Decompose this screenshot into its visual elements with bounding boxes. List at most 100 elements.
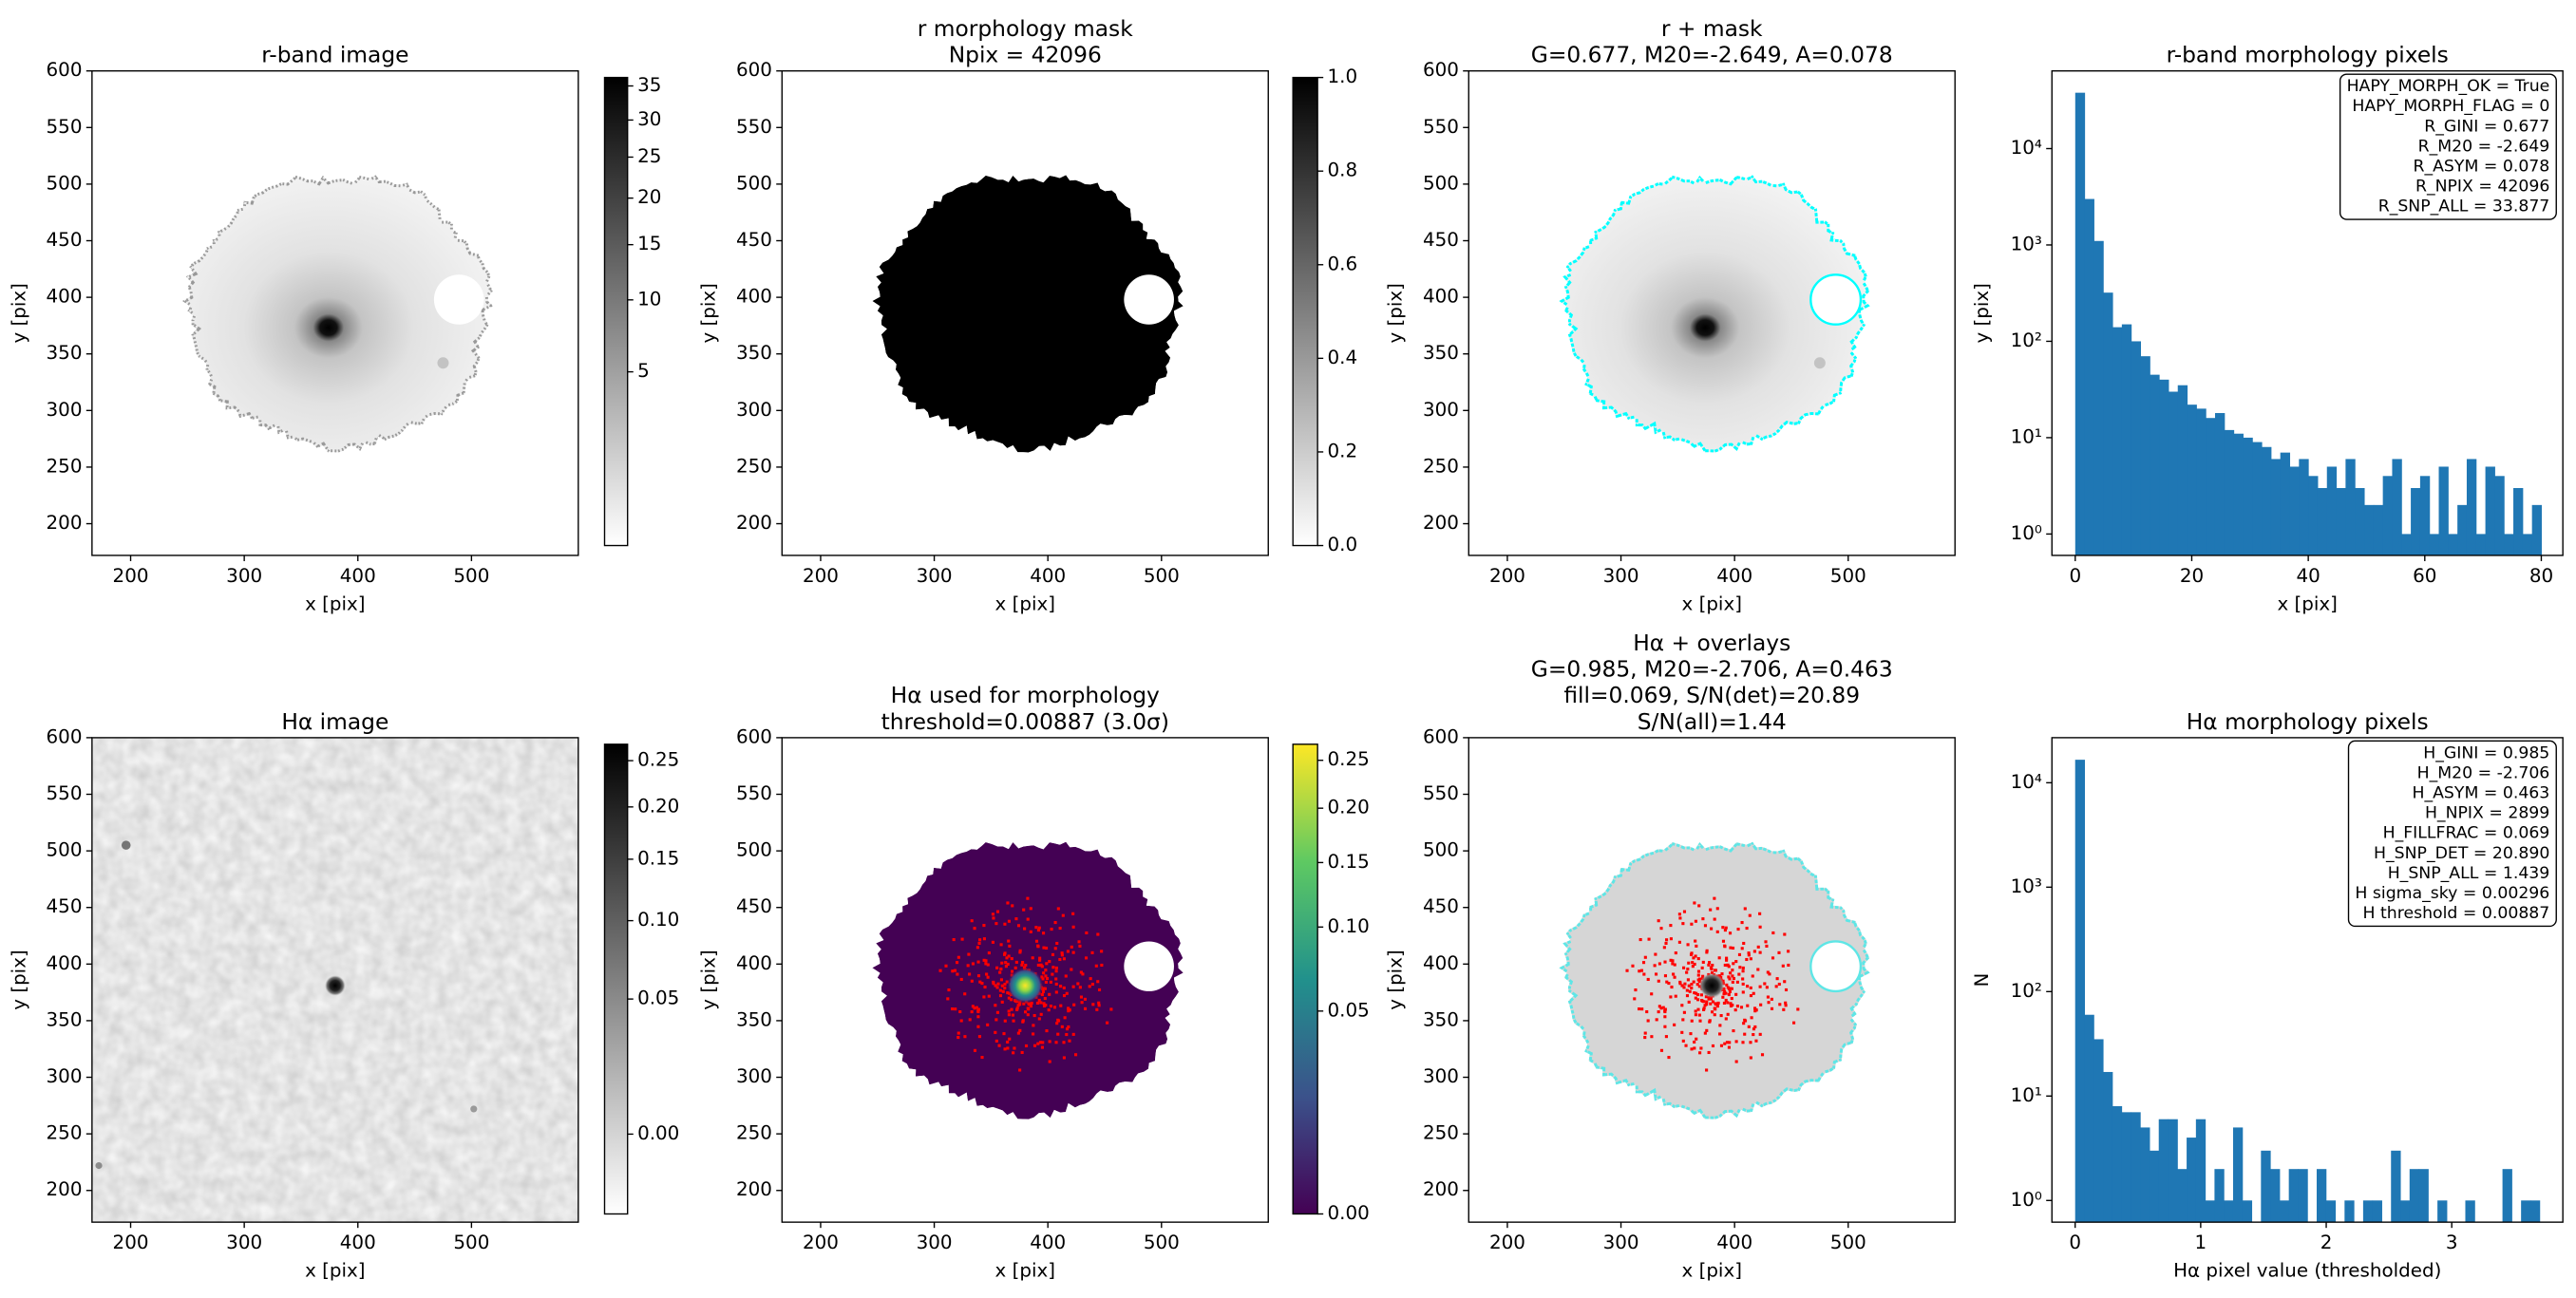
y-tick-label: 10⁰ — [2011, 522, 2042, 544]
detected-pixel — [980, 982, 984, 986]
x-axis-label: x [pix] — [995, 1260, 1056, 1282]
detected-pixel — [1027, 1003, 1032, 1006]
y-tick-label: 550 — [1423, 116, 1459, 138]
detected-pixel — [987, 994, 991, 998]
panel-title: fill=0.069, S/N(det)=20.89 — [1563, 682, 1860, 708]
y-tick-label: 350 — [1423, 1008, 1459, 1030]
histogram-bar — [2149, 1150, 2160, 1223]
detected-pixel — [1077, 940, 1081, 944]
histogram-bar — [2243, 437, 2253, 555]
detected-pixel — [1006, 962, 1010, 967]
panel-title: Npix = 42096 — [949, 42, 1102, 68]
detected-pixel — [1049, 1005, 1052, 1008]
detected-pixel — [1663, 1009, 1667, 1014]
detected-pixel — [1698, 1051, 1702, 1055]
x-tick-label: 200 — [113, 1232, 149, 1253]
detected-pixel — [1684, 1044, 1688, 1047]
detected-pixel — [1037, 1017, 1041, 1021]
detected-pixel — [1063, 1016, 1067, 1020]
detected-pixel — [1694, 996, 1697, 1000]
histogram-bar — [2224, 429, 2235, 555]
histogram-bar — [2177, 385, 2188, 555]
detected-pixel — [1096, 932, 1100, 936]
axes-frame — [1468, 69, 1956, 556]
y-tick-label: 200 — [47, 512, 83, 534]
detected-pixel — [977, 1035, 981, 1039]
source — [121, 840, 131, 850]
x-axis-label: x [pix] — [995, 593, 1056, 614]
colorbar-tick-label: 25 — [637, 145, 661, 167]
detected-pixel — [1673, 963, 1676, 967]
detected-pixel — [1014, 917, 1018, 921]
image-area — [782, 70, 1269, 555]
detected-pixel — [1724, 991, 1728, 995]
histogram-bar — [2242, 1200, 2253, 1223]
detected-pixel — [1010, 957, 1013, 961]
detected-pixel — [957, 1036, 960, 1040]
colorbar-tick-label: 0.15 — [637, 847, 679, 869]
detected-pixel — [1040, 965, 1044, 969]
detected-pixel — [1742, 1022, 1746, 1025]
detected-pixel — [1705, 1028, 1709, 1032]
colorbar-tick-label: 20 — [637, 186, 661, 208]
detected-pixel — [1686, 968, 1690, 971]
detected-pixel — [1051, 966, 1055, 969]
detected-pixel — [1756, 968, 1760, 971]
detected-pixel — [1062, 994, 1067, 998]
y-tick-label: 300 — [1423, 1065, 1459, 1087]
detected-pixel — [1681, 1039, 1685, 1043]
colorbar-tick-label: 0.15 — [1328, 851, 1370, 873]
detected-pixel — [978, 938, 982, 942]
x-axis-label: x [pix] — [1681, 593, 1742, 614]
detected-pixel — [1734, 960, 1738, 964]
detected-pixel — [1058, 957, 1062, 962]
detected-pixel — [1693, 901, 1696, 905]
detected-pixel — [1657, 979, 1660, 983]
histogram-bar — [2437, 1200, 2448, 1223]
detected-pixel — [1749, 986, 1752, 989]
y-tick-label: 450 — [736, 895, 772, 917]
detected-pixel — [1741, 982, 1745, 986]
stats-line: H_SNP_DET = 20.890 — [2374, 844, 2549, 863]
detected-pixel — [1696, 957, 1700, 961]
detected-pixel — [1084, 956, 1089, 960]
detected-pixel — [1682, 1010, 1686, 1014]
detected-pixel — [956, 972, 959, 976]
histogram-bar — [2308, 476, 2319, 555]
detected-pixel — [1042, 971, 1046, 975]
detected-pixel — [1646, 1019, 1650, 1023]
y-tick-label: 400 — [736, 286, 772, 308]
histogram-bar — [2214, 1169, 2225, 1223]
detected-pixel — [1753, 1006, 1757, 1010]
histogram-bar — [2485, 466, 2495, 555]
detected-pixel — [976, 974, 981, 978]
detected-pixel — [1053, 947, 1057, 950]
detected-pixel — [1713, 1013, 1716, 1017]
histogram-bar — [2093, 1039, 2104, 1223]
detected-pixel — [1700, 966, 1704, 969]
detected-pixel — [1721, 926, 1725, 930]
detected-pixel — [1707, 961, 1712, 965]
detected-pixel — [1714, 969, 1717, 972]
detected-pixel — [1072, 1003, 1076, 1006]
histogram-bar — [2531, 504, 2542, 555]
detected-pixel — [1070, 945, 1073, 949]
histogram-bar — [2355, 487, 2365, 555]
detected-pixel — [1758, 925, 1762, 929]
detected-pixel — [1013, 966, 1017, 969]
galaxy-knot — [437, 357, 449, 369]
detected-pixel — [1685, 994, 1690, 998]
detected-pixel — [1754, 1007, 1758, 1012]
detected-pixel — [952, 938, 956, 942]
detected-pixel — [1731, 969, 1734, 972]
detected-pixel — [986, 963, 990, 967]
detected-pixel — [1695, 944, 1698, 948]
histogram-bar — [2513, 487, 2524, 555]
y-tick-label: 600 — [47, 59, 83, 81]
x-tick-label: 80 — [2529, 565, 2553, 587]
detected-pixel — [1006, 1040, 1010, 1044]
detected-pixel — [1690, 922, 1694, 926]
y-axis-label: y [pix] — [1385, 950, 1407, 1010]
detected-pixel — [995, 910, 1000, 913]
detected-pixel — [1038, 958, 1042, 962]
